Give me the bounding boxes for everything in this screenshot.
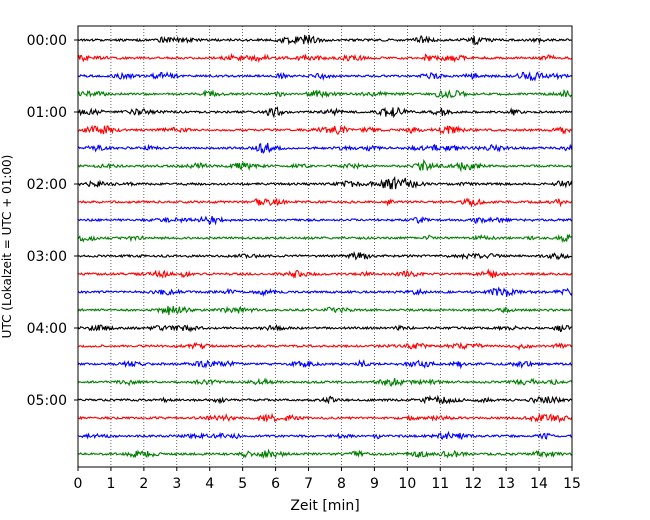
x-tick-label: 4 — [205, 476, 214, 492]
y-tick-label: 03:00 — [27, 249, 67, 265]
x-axis-ticks: 0 1 2 3 4 5 6 7 8 9 10 11 12 13 14 15 — [74, 467, 581, 492]
y-tick-label: 05:00 — [27, 393, 67, 409]
trace-line — [77, 430, 573, 441]
x-tick-label: 3 — [172, 476, 181, 492]
trace-line — [77, 305, 573, 316]
x-axis-label: Zeit [min] — [290, 498, 359, 514]
trace-line — [77, 359, 573, 370]
trace-line — [77, 233, 573, 243]
x-tick-label: 11 — [431, 476, 449, 492]
trace-line — [77, 448, 573, 460]
x-tick-label: 0 — [74, 476, 83, 492]
trace-line — [77, 158, 573, 173]
y-axis-ticks: 00:00 01:00 02:00 03:00 04:00 05:00 — [27, 33, 78, 409]
trace-line — [77, 323, 573, 333]
trace-line — [77, 71, 573, 82]
trace-line — [77, 394, 573, 405]
trace-line — [77, 412, 573, 424]
trace-line — [77, 52, 573, 64]
trace-line — [77, 88, 573, 99]
x-tick-label: 15 — [563, 476, 581, 492]
trace-line — [77, 34, 573, 46]
y-axis-label: UTC (Lokalzeit = UTC + 01:00) — [0, 155, 14, 339]
x-tick-label: 14 — [530, 476, 548, 492]
trace-line — [77, 341, 573, 351]
x-tick-label: 2 — [139, 476, 148, 492]
trace-line — [77, 197, 573, 208]
trace-series — [77, 34, 573, 460]
trace-line — [77, 175, 573, 190]
trace-line — [77, 215, 573, 226]
x-tick-label: 5 — [238, 476, 247, 492]
y-tick-label: 02:00 — [27, 177, 67, 193]
x-tick-label: 12 — [464, 476, 482, 492]
trace-line — [77, 106, 573, 119]
trace-line — [78, 124, 573, 136]
x-tick-label: 6 — [271, 476, 280, 492]
x-tick-label: 10 — [398, 476, 416, 492]
trace-line — [77, 286, 573, 297]
x-tick-label: 8 — [337, 476, 346, 492]
x-tick-label: 13 — [497, 476, 515, 492]
x-tick-label: 7 — [304, 476, 313, 492]
x-tick-label: 1 — [106, 476, 115, 492]
y-tick-label: 00:00 — [27, 33, 67, 49]
trace-line — [77, 142, 573, 154]
x-tick-label: 9 — [370, 476, 379, 492]
trace-line — [77, 250, 573, 261]
trace-line — [77, 377, 573, 388]
trace-line — [77, 268, 573, 279]
y-tick-label: 04:00 — [27, 321, 67, 337]
y-tick-label: 01:00 — [27, 105, 67, 121]
plot-frame — [77, 25, 573, 468]
